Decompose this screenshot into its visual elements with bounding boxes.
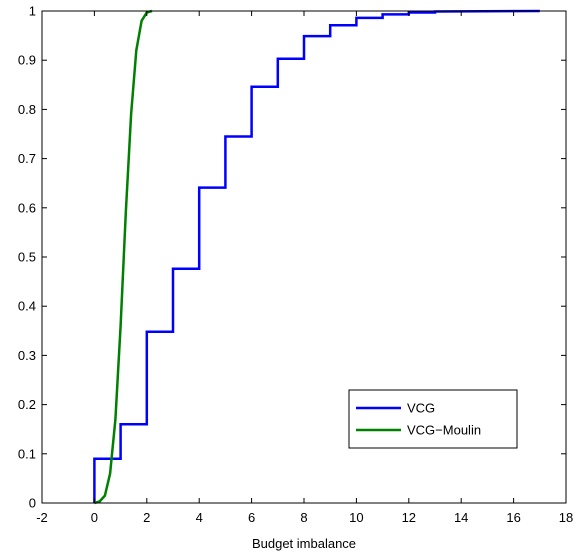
x-tick-label: 0 [91,510,98,525]
x-tick-label: 10 [349,510,363,525]
x-tick-label: 6 [248,510,255,525]
x-tick-label: 2 [143,510,150,525]
legend-label: VCG−Moulin [407,423,481,438]
y-tick-label: 0.3 [18,348,36,363]
y-tick-label: 0.9 [18,53,36,68]
axis-ticks [41,10,567,504]
x-tick-label: 14 [454,510,468,525]
axis-tick-labels: -2 0 2 4 6 8 10 12 14 16 1800.10.20.30.40.50.60.70… [18,4,573,526]
x-tick-label: 16 [506,510,520,525]
x-tick-label: 12 [402,510,416,525]
x-axis-label: Budget imbalance [252,536,356,551]
x-tick-label: 8 [300,510,307,525]
series-line-vcg-moulin [94,9,153,505]
y-tick-label: 0.2 [18,397,36,412]
y-tick-label: 0.5 [18,250,36,265]
y-tick-label: 0.7 [18,151,36,166]
y-tick-label: 0.8 [18,102,36,117]
legend: VCG VCG−Moulin [348,389,518,449]
x-tick-label: 18 [559,510,573,525]
y-tick-label: 0.1 [18,446,36,461]
y-tick-label: 0.4 [18,299,36,314]
series-line-vcg [93,9,540,503]
y-tick-label: 0 [29,496,36,511]
series-layer [93,9,540,505]
y-tick-label: 1 [29,4,36,19]
x-tick-label: 4 [196,510,203,525]
y-tick-label: 0.6 [18,200,36,215]
x-tick-label: -2 [36,510,48,525]
legend-label: VCG [407,401,435,416]
legend-box [348,389,518,449]
